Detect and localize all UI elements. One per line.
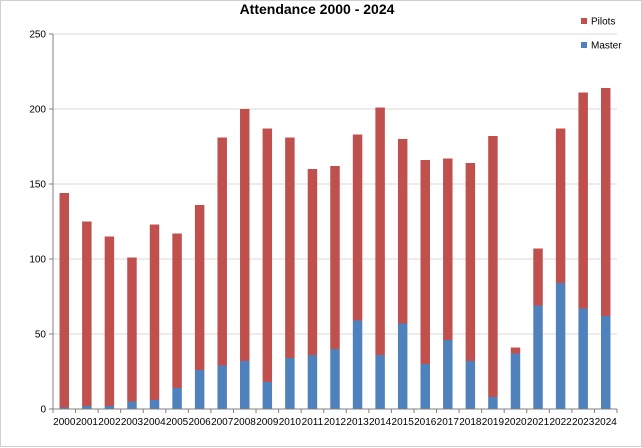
x-tick-label: 2022 xyxy=(549,417,572,428)
bar-pilots-2004 xyxy=(149,224,160,400)
legend-label-master: Master xyxy=(591,41,622,52)
x-tick-label: 2001 xyxy=(76,417,99,428)
x-tick-label: 2015 xyxy=(392,417,415,428)
bar-pilots-2000 xyxy=(59,193,70,408)
bar-pilots-2024 xyxy=(600,88,611,316)
x-tick-label: 2017 xyxy=(437,417,460,428)
x-tick-label: 2013 xyxy=(346,417,369,428)
x-tick-label: 2002 xyxy=(98,417,121,428)
bar-pilots-2015 xyxy=(397,139,408,324)
bar-pilots-2020 xyxy=(510,347,521,354)
bar-master-2021 xyxy=(533,305,543,409)
x-tick-label: 2019 xyxy=(482,417,505,428)
bar-master-2022 xyxy=(555,283,566,409)
x-tick-label: 2023 xyxy=(572,417,595,428)
bar-pilots-2011 xyxy=(307,169,318,355)
bar-master-2000 xyxy=(59,407,70,409)
bar-master-2005 xyxy=(172,388,182,409)
bar-pilots-2016 xyxy=(420,160,430,364)
x-tick-label: 2012 xyxy=(324,417,347,428)
legend-swatch-master xyxy=(581,42,587,48)
legend: Pilots Master xyxy=(581,17,622,52)
bar-master-2010 xyxy=(285,358,295,409)
bar-pilots-2021 xyxy=(533,248,543,306)
y-tick-label: 150 xyxy=(29,180,46,191)
bar-pilots-2003 xyxy=(127,257,137,402)
bar-master-2024 xyxy=(600,316,611,409)
chart-title: Attendance 2000 - 2024 xyxy=(240,1,395,17)
bar-pilots-2006 xyxy=(194,205,205,370)
bar-pilots-2022 xyxy=(555,128,566,283)
bar-master-2004 xyxy=(149,400,160,409)
x-tick-label: 2006 xyxy=(189,417,212,428)
bar-master-2016 xyxy=(420,364,430,409)
bar-pilots-2019 xyxy=(488,136,498,397)
bar-master-2023 xyxy=(578,308,588,409)
bar-pilots-2002 xyxy=(104,236,115,406)
bar-master-2015 xyxy=(397,323,408,409)
y-tick-label: 250 xyxy=(29,30,46,41)
bar-master-2008 xyxy=(240,361,250,409)
bar-master-2013 xyxy=(352,320,363,409)
x-tick-label: 2021 xyxy=(527,417,550,428)
bar-pilots-2001 xyxy=(82,221,92,406)
y-tick-label: 100 xyxy=(29,255,46,266)
bar-pilots-2014 xyxy=(375,107,385,355)
x-tick-label: 2018 xyxy=(459,417,482,428)
bar-pilots-2008 xyxy=(240,109,250,361)
x-tick-label: 2000 xyxy=(53,417,76,428)
x-tick-label: 2020 xyxy=(504,417,527,428)
x-tick-label: 2008 xyxy=(234,417,257,428)
bar-pilots-2007 xyxy=(217,137,227,366)
bar-master-2011 xyxy=(307,355,318,409)
y-tick-label: 0 xyxy=(40,405,46,416)
bar-master-2009 xyxy=(262,382,273,409)
legend-label-pilots: Pilots xyxy=(591,17,615,28)
y-tick-label: 200 xyxy=(29,105,46,116)
bar-master-2007 xyxy=(217,365,227,409)
x-tick-label: 2010 xyxy=(279,417,302,428)
x-tick-label: 2007 xyxy=(211,417,234,428)
y-tick-label: 50 xyxy=(35,330,47,341)
bar-master-2002 xyxy=(104,406,115,409)
bar-master-2018 xyxy=(465,361,476,409)
bar-pilots-2013 xyxy=(352,134,363,321)
bar-master-2001 xyxy=(82,406,92,409)
bar-master-2019 xyxy=(488,397,498,409)
bar-master-2014 xyxy=(375,355,385,409)
bar-master-2012 xyxy=(330,349,340,409)
bar-master-2020 xyxy=(510,353,521,409)
x-tick-label: 2003 xyxy=(121,417,144,428)
x-tick-label: 2009 xyxy=(256,417,279,428)
bar-pilots-2005 xyxy=(172,233,182,388)
bar-master-2017 xyxy=(443,340,453,409)
bar-pilots-2010 xyxy=(285,137,295,358)
bar-pilots-2009 xyxy=(262,128,273,382)
bar-pilots-2017 xyxy=(443,158,453,340)
legend-swatch-pilots xyxy=(581,18,587,24)
bar-master-2003 xyxy=(127,401,137,409)
x-tick-label: 2014 xyxy=(369,417,392,428)
x-tick-label: 2011 xyxy=(302,417,324,428)
x-tick-label: 2024 xyxy=(595,417,618,428)
x-tick-label: 2004 xyxy=(143,417,166,428)
bar-pilots-2023 xyxy=(578,92,588,309)
bars xyxy=(59,88,611,409)
x-tick-label: 2005 xyxy=(166,417,189,428)
bar-master-2006 xyxy=(194,370,205,409)
bar-pilots-2018 xyxy=(465,163,476,361)
bar-pilots-2012 xyxy=(330,166,340,349)
x-tick-label: 2016 xyxy=(414,417,437,428)
